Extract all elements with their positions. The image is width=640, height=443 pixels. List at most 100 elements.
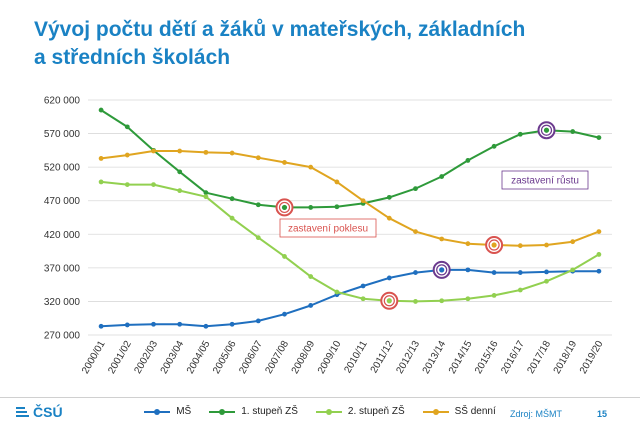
data-point bbox=[491, 292, 497, 298]
annotation-box bbox=[501, 170, 589, 190]
footer-divider bbox=[0, 397, 640, 398]
line-chart: 270 000 320 000 370 000 420 000 470 000 520 0… bbox=[44, 96, 612, 376]
data-point bbox=[413, 186, 418, 192]
chart-legend: MŠ 1. stupeň ZŠ 2. stupeň ZŠ SŠ denní bbox=[0, 406, 640, 417]
legend-item-ms: MŠ bbox=[144, 406, 191, 417]
x-tick-label: 2016/17 bbox=[499, 339, 527, 376]
annotation-label: zastavení poklesu bbox=[288, 224, 368, 235]
x-tick-label: 2002/03 bbox=[132, 339, 160, 376]
x-tick-label: 2011/12 bbox=[369, 339, 396, 376]
data-point bbox=[413, 229, 418, 235]
annotation-box bbox=[279, 218, 377, 238]
y-tick-label: 270 000 bbox=[44, 331, 81, 342]
legend-swatch-ss bbox=[422, 408, 449, 416]
series-line-1 bbox=[100, 109, 600, 209]
y-tick-label: 520 000 bbox=[44, 163, 81, 174]
data-point bbox=[570, 239, 576, 245]
data-point bbox=[229, 196, 235, 202]
legend-label-zs1: 1. stupeň ZŠ bbox=[241, 406, 298, 417]
data-point bbox=[98, 323, 104, 329]
legend-label-ms: MŠ bbox=[176, 406, 192, 417]
data-point bbox=[596, 268, 602, 274]
x-tick-label: 2004/05 bbox=[185, 339, 213, 376]
data-point bbox=[229, 215, 235, 221]
data-point bbox=[360, 283, 366, 289]
annotation-label: zastavení růstu bbox=[511, 175, 579, 187]
data-point bbox=[439, 298, 445, 304]
x-tick-label: 2008/09 bbox=[290, 339, 318, 376]
y-tick-label: 320 000 bbox=[44, 297, 81, 308]
data-point bbox=[491, 270, 497, 275]
data-point bbox=[465, 241, 471, 247]
data-point bbox=[439, 236, 445, 242]
title-line-1: Vývoj počtu dětí a žáků v mateřských, zá… bbox=[34, 18, 526, 41]
highlight-marker-dot bbox=[543, 127, 550, 133]
data-point bbox=[203, 194, 209, 200]
highlight-marker-dot bbox=[491, 242, 497, 248]
y-tick-label: 570 000 bbox=[44, 129, 81, 140]
legend-item-ss: SŠ denní bbox=[422, 406, 496, 417]
data-point bbox=[544, 278, 549, 284]
y-tick-label: 420 000 bbox=[44, 230, 81, 241]
data-point bbox=[282, 254, 287, 259]
logo-text: ČSÚ bbox=[33, 404, 63, 420]
data-point bbox=[596, 252, 602, 257]
highlight-marker-inner-ring bbox=[540, 124, 553, 136]
data-point bbox=[308, 303, 314, 308]
highlight-marker-dot bbox=[281, 204, 288, 211]
highlight-marker-inner-ring bbox=[278, 201, 291, 214]
data-point bbox=[124, 124, 130, 130]
data-point bbox=[203, 323, 209, 329]
data-point bbox=[203, 149, 209, 155]
data-point bbox=[98, 179, 104, 185]
data-point bbox=[203, 190, 209, 196]
data-point bbox=[124, 152, 130, 158]
data-point bbox=[98, 107, 104, 113]
data-point bbox=[124, 182, 130, 188]
y-tick-label: 620 000 bbox=[44, 96, 81, 107]
legend-swatch-zs2 bbox=[315, 408, 342, 416]
x-tick-label: 2009/10 bbox=[316, 339, 344, 376]
data-point bbox=[177, 188, 183, 194]
data-point bbox=[517, 131, 523, 137]
y-tick-label: 470 000 bbox=[44, 196, 81, 207]
x-tick-label: 2010/11 bbox=[342, 339, 369, 376]
title-line-2: a středních školách bbox=[34, 46, 231, 69]
legend-swatch-zs1 bbox=[209, 408, 236, 416]
data-point bbox=[360, 296, 366, 302]
data-point bbox=[386, 275, 392, 281]
series-line-2 bbox=[100, 180, 600, 303]
data-point bbox=[439, 174, 445, 179]
data-point bbox=[255, 235, 261, 241]
x-tick-label: 2012/13 bbox=[394, 339, 422, 376]
y-tick-label: 370 000 bbox=[44, 263, 81, 274]
x-tick-label: 2001/02 bbox=[106, 339, 134, 376]
data-point bbox=[360, 198, 366, 204]
data-point bbox=[517, 243, 523, 249]
data-point bbox=[177, 148, 183, 154]
data-point bbox=[413, 299, 418, 304]
data-point bbox=[124, 322, 130, 328]
data-point bbox=[596, 135, 602, 141]
data-point bbox=[308, 164, 314, 170]
data-point bbox=[282, 160, 287, 165]
data-point bbox=[255, 318, 261, 324]
highlight-marker-inner-ring bbox=[383, 295, 395, 307]
csu-logo-icon bbox=[16, 407, 29, 417]
data-point bbox=[465, 158, 471, 163]
data-point bbox=[334, 179, 340, 185]
data-point bbox=[386, 194, 392, 200]
data-point bbox=[151, 182, 156, 188]
data-point bbox=[465, 296, 471, 302]
data-point bbox=[177, 321, 183, 327]
series-line-0 bbox=[101, 268, 599, 328]
data-point bbox=[151, 148, 156, 154]
data-point bbox=[229, 150, 235, 156]
legend-swatch-ms bbox=[144, 408, 171, 416]
data-point bbox=[517, 270, 523, 275]
data-point bbox=[229, 321, 235, 327]
data-point bbox=[517, 287, 523, 293]
data-point bbox=[570, 129, 576, 134]
data-point bbox=[98, 156, 104, 161]
highlight-marker-dot bbox=[386, 298, 392, 304]
